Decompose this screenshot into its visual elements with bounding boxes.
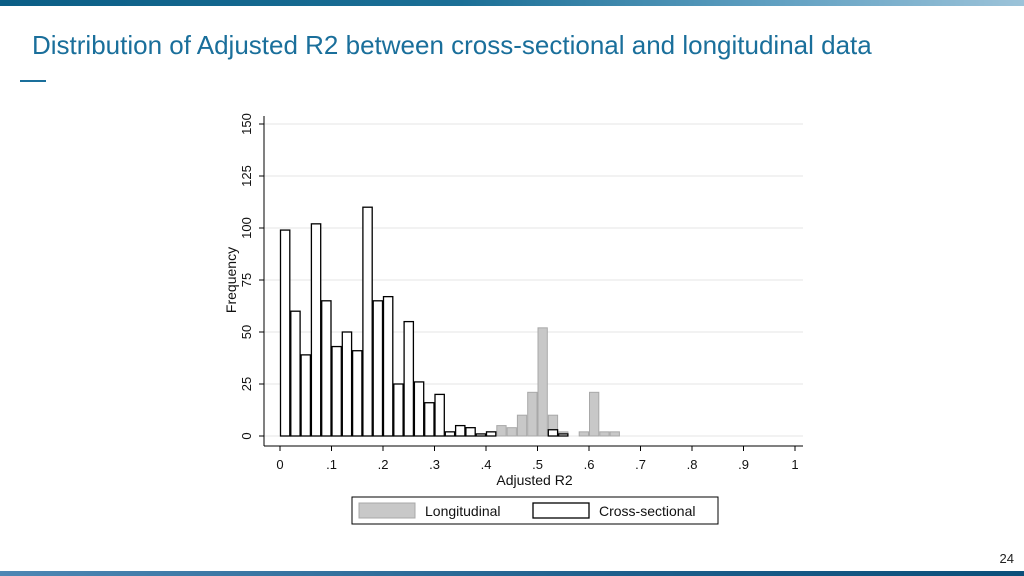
page-number: 24 xyxy=(999,551,1014,566)
x-axis-title: Adjusted R2 xyxy=(496,472,572,488)
bar xyxy=(485,431,497,437)
x-tick-label: .5 xyxy=(532,457,543,472)
legend-swatch-cross-sectional xyxy=(532,502,590,519)
bottom-accent-bar xyxy=(0,571,1024,576)
bar xyxy=(310,223,322,437)
top-accent-bar xyxy=(0,0,1024,6)
y-tick-label: 100 xyxy=(239,217,254,239)
x-tick-label: .2 xyxy=(378,457,389,472)
y-tick-label: 150 xyxy=(239,113,254,135)
bar xyxy=(547,429,559,437)
bar xyxy=(393,383,404,437)
y-tick-label: 25 xyxy=(239,377,254,391)
title-underline xyxy=(20,80,46,82)
bar xyxy=(300,354,312,437)
bar xyxy=(527,391,538,437)
bar xyxy=(382,295,394,437)
bar xyxy=(351,350,363,437)
y-tick-label: 50 xyxy=(239,325,254,339)
series-cross-sectional xyxy=(279,206,569,437)
bar xyxy=(578,431,590,437)
bar xyxy=(506,427,517,437)
y-axis-title: Frequency xyxy=(223,247,239,313)
bar xyxy=(362,206,373,437)
bar xyxy=(537,327,548,437)
bar xyxy=(434,393,445,437)
bar xyxy=(331,345,342,437)
y-tick-label: 75 xyxy=(239,273,254,287)
bar xyxy=(465,427,476,437)
x-tick-label: .9 xyxy=(738,457,749,472)
x-tick-label: 1 xyxy=(791,457,798,472)
bar xyxy=(279,229,291,437)
legend-label-longitudinal: Longitudinal xyxy=(425,503,501,519)
x-tick-label: .1 xyxy=(326,457,337,472)
series-longitudinal xyxy=(496,327,620,437)
bar xyxy=(599,431,610,437)
bar xyxy=(341,331,353,437)
x-tick-label: .4 xyxy=(481,457,492,472)
legend-swatch-longitudinal xyxy=(358,502,416,519)
bar xyxy=(403,320,415,437)
bar xyxy=(557,433,569,437)
x-tick-label: 0 xyxy=(276,457,283,472)
legend-label-cross-sectional: Cross-sectional xyxy=(599,503,695,519)
slide-title: Distribution of Adjusted R2 between cros… xyxy=(32,30,872,60)
bar xyxy=(496,425,507,437)
bar xyxy=(589,391,600,437)
bar xyxy=(516,414,528,437)
bar xyxy=(424,402,435,437)
legend: Longitudinal Cross-sectional xyxy=(351,496,719,525)
bar xyxy=(321,300,332,437)
bar xyxy=(609,431,620,437)
x-tick-label: .6 xyxy=(584,457,595,472)
y-tick-label: 0 xyxy=(239,432,254,439)
bar xyxy=(444,431,456,437)
bar xyxy=(290,310,301,437)
x-tick-label: .7 xyxy=(635,457,646,472)
y-tick-label: 125 xyxy=(239,165,254,187)
bar xyxy=(454,424,466,437)
x-tick-label: .8 xyxy=(687,457,698,472)
bar xyxy=(413,381,425,437)
x-tick-label: .3 xyxy=(429,457,440,472)
bar xyxy=(372,300,384,437)
bar xyxy=(475,433,487,437)
